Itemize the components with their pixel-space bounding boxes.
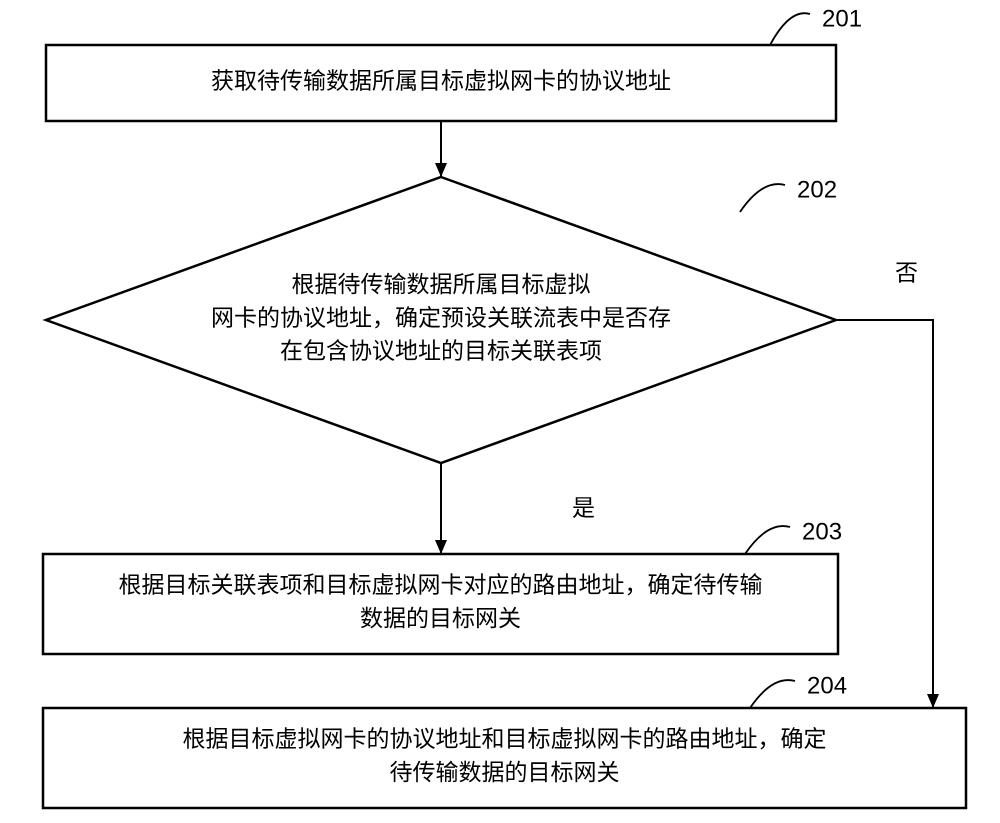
edge-label: 是	[572, 495, 595, 520]
edge-label: 否	[895, 260, 918, 285]
step-number: 204	[807, 672, 847, 699]
step-number: 203	[802, 518, 842, 545]
step-number: 202	[797, 176, 837, 203]
process-box	[43, 554, 838, 654]
node-text: 待传输数据的目标网关	[390, 760, 620, 785]
process-box	[43, 708, 966, 808]
node-text: 网卡的协议地址，确定预设关联流表中是否存	[211, 305, 671, 330]
node-text: 在包含协议地址的目标关联表项	[280, 339, 602, 364]
node-text: 获取待传输数据所属目标虚拟网卡的协议地址	[211, 68, 671, 93]
node-text: 根据待传输数据所属目标虚拟	[292, 272, 591, 297]
node-text: 根据目标关联表项和目标虚拟网卡对应的路由地址，确定待传输	[119, 573, 763, 598]
step-number: 201	[822, 5, 862, 32]
edge	[836, 320, 933, 707]
node-text: 数据的目标网关	[360, 606, 521, 631]
node-text: 根据目标虚拟网卡的协议地址和目标虚拟网卡的路由地址，确定	[183, 727, 827, 752]
